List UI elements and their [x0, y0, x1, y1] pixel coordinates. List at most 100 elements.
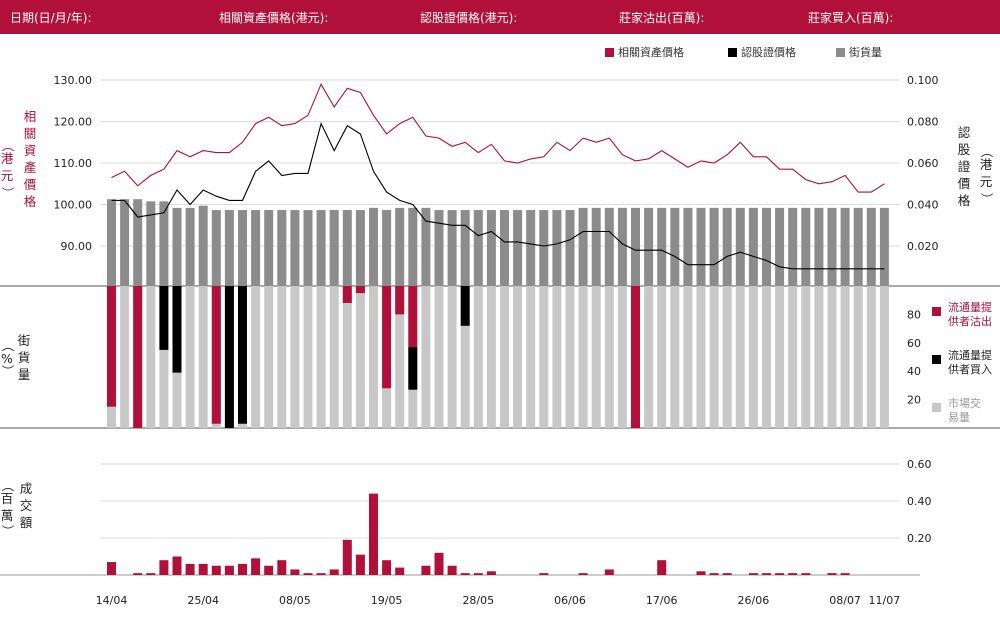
- market-bar: [604, 286, 614, 428]
- market-bar: [277, 286, 287, 428]
- lp-sell-bar: [408, 286, 418, 348]
- x-tick-label: 08/07: [829, 594, 861, 607]
- outstanding-bar: [251, 210, 261, 286]
- outstanding-bar: [748, 207, 758, 286]
- market-bar: [748, 286, 758, 428]
- lp-buy-bar: [460, 286, 470, 326]
- outstanding-bar: [722, 207, 732, 286]
- turnover-bar: [748, 573, 758, 575]
- market-bar: [316, 286, 326, 428]
- left-mid-unit-close: ︶: [1, 364, 15, 379]
- legend-market-text: 市場交易量: [948, 397, 981, 424]
- lp-buy-bar: [224, 286, 234, 428]
- market-bar: [185, 286, 195, 428]
- outstanding-bar: [775, 207, 785, 286]
- legend-underlying-text: 相關資產價格: [618, 46, 684, 59]
- right-top-unit-close: ︶: [980, 192, 994, 207]
- outstanding-bar: [500, 210, 509, 286]
- turnover-bar: [762, 573, 771, 575]
- turnover-bar: [316, 573, 326, 575]
- market-bar: [617, 286, 627, 428]
- legend-outstanding-text: 街貨量: [849, 46, 882, 59]
- left-top-unit-close: ︶: [1, 186, 15, 201]
- outstanding-bar: [211, 210, 221, 286]
- market-bar: [552, 286, 562, 428]
- lp-sell-label: 莊家沽出(百萬):: [619, 11, 705, 25]
- outstanding-bar: [382, 210, 392, 286]
- outstanding-bar: [408, 207, 418, 286]
- legend-market-swatch: [932, 403, 941, 412]
- outstanding-bar: [198, 205, 208, 286]
- turnover-bar: [473, 573, 483, 575]
- outstanding-bar: [107, 199, 116, 286]
- market-bar: [866, 286, 876, 428]
- market-bar: [670, 286, 680, 428]
- lp-sell-bar: [382, 286, 392, 389]
- turnover-bar: [238, 563, 247, 575]
- legend-outstanding: 街貨量: [836, 44, 882, 60]
- left-top-char-2: 關: [23, 126, 37, 141]
- outstanding-bar: [264, 210, 274, 286]
- mid-tick-label: 60: [907, 337, 921, 350]
- left-top-unit: 港元: [0, 151, 14, 183]
- market-bar: [735, 286, 745, 428]
- left-bottom-unit-open: ︵: [1, 478, 15, 493]
- outstanding-bar: [159, 201, 169, 286]
- mid-tick-label: 80: [907, 308, 921, 321]
- left-bottom-axis-title: 成 交 額: [18, 480, 34, 531]
- legend-market: 市場交易量: [932, 397, 988, 425]
- x-tick-label: 19/05: [371, 594, 403, 607]
- left-top-char-6: 格: [23, 194, 37, 209]
- legend-warrant-text: 認股證價格: [741, 46, 796, 59]
- lp-buy-label: 莊家買入(百萬):: [808, 11, 894, 25]
- turnover-bar: [775, 573, 785, 575]
- left-tick-label: 120.00: [54, 116, 93, 129]
- turnover-bar: [303, 573, 313, 575]
- legend-lp-buy: 流通量提供者買入: [932, 349, 998, 377]
- turnover-bar: [159, 560, 169, 575]
- outstanding-bar: [617, 207, 627, 286]
- left-bottom-unit-close: ︶: [1, 524, 15, 539]
- x-tick-label: 11/07: [869, 594, 901, 607]
- market-bar: [879, 286, 889, 428]
- turnover-bar: [146, 573, 156, 575]
- right-top-axis-title: 認 股 證 價 格: [956, 124, 972, 209]
- market-bar: [696, 286, 706, 428]
- right-tick-label: 0.020: [907, 240, 939, 253]
- lp-buy-bar: [159, 286, 169, 350]
- market-bar: [447, 286, 457, 428]
- bottom-tick-label: 0.60: [907, 458, 932, 471]
- outstanding-bar: [303, 210, 313, 286]
- right-top-unit-open: ︵: [980, 144, 994, 159]
- right-tick-label: 0.060: [907, 157, 939, 170]
- turnover-bar: [604, 569, 614, 575]
- market-bar: [198, 286, 208, 428]
- market-bar: [814, 286, 824, 428]
- turnover-bar: [264, 565, 274, 575]
- left-mid-axis-title: 街 貨 量: [16, 332, 32, 383]
- market-bar: [434, 286, 444, 428]
- legend-warrant-swatch: [728, 48, 737, 57]
- market-bar: [329, 286, 339, 428]
- right-top-char-3: 證: [957, 159, 971, 174]
- market-bar: [775, 286, 785, 428]
- turnover-bar: [840, 573, 850, 575]
- turnover-bar: [788, 573, 798, 575]
- right-tick-label: 0.080: [907, 116, 939, 129]
- outstanding-bar: [447, 210, 457, 286]
- date-label: 日期(日/月/年):: [10, 11, 92, 25]
- turnover-bar: [342, 539, 352, 575]
- left-top-char-5: 價: [23, 177, 37, 192]
- lp-sell-bar: [355, 286, 365, 294]
- lp-sell-bar: [631, 286, 640, 428]
- left-top-unit-open: ︵: [1, 138, 15, 153]
- market-bar: [722, 286, 732, 428]
- left-mid-char-3: 量: [17, 367, 31, 382]
- outstanding-bar: [369, 207, 378, 286]
- left-top-char-4: 產: [23, 160, 37, 175]
- x-tick-label: 28/05: [462, 594, 494, 607]
- outstanding-bar: [866, 207, 876, 286]
- outstanding-bar: [355, 210, 365, 286]
- outstanding-bar: [578, 207, 588, 286]
- turnover-bar: [539, 573, 549, 575]
